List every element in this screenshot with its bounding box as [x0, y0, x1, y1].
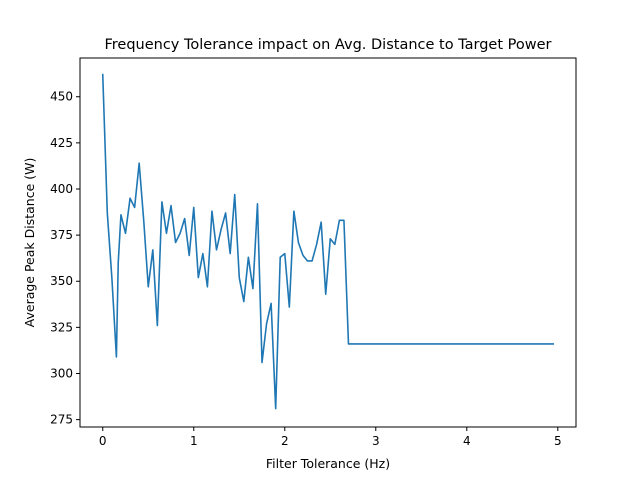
- x-tick-label: 4: [463, 434, 471, 448]
- y-tick-label: 425: [50, 136, 73, 150]
- x-tick-label: 0: [99, 434, 107, 448]
- data-point: [270, 303, 272, 305]
- data-point: [284, 253, 286, 255]
- data-point: [343, 220, 345, 222]
- data-point: [307, 260, 309, 262]
- x-tick-label: 1: [190, 434, 198, 448]
- y-tick-label: 300: [50, 366, 73, 380]
- x-tick-label: 3: [372, 434, 380, 448]
- data-point: [225, 212, 227, 214]
- y-axis-label: Average Peak Distance (W): [22, 158, 37, 328]
- data-point: [152, 249, 154, 251]
- data-point: [261, 362, 263, 364]
- data-point: [238, 277, 240, 279]
- data-point: [134, 207, 136, 209]
- data-point: [147, 286, 149, 288]
- y-tick-label: 400: [50, 182, 73, 196]
- data-point: [116, 356, 118, 358]
- data-point: [329, 238, 331, 240]
- y-tick-label: 325: [50, 320, 73, 334]
- data-point: [161, 201, 163, 203]
- data-point: [143, 220, 145, 222]
- data-point: [102, 74, 104, 76]
- data-point: [320, 221, 322, 223]
- axes-frame: [79, 57, 577, 428]
- data-point: [229, 253, 231, 255]
- data-point: [252, 288, 254, 290]
- data-point: [202, 253, 204, 255]
- x-tick-label: 2: [281, 434, 289, 448]
- data-point: [211, 210, 213, 212]
- data-point: [348, 343, 350, 345]
- data-point: [117, 262, 119, 264]
- data-point: [420, 343, 422, 345]
- data-point: [248, 256, 250, 258]
- data-point: [207, 286, 209, 288]
- x-tick-label: 5: [554, 434, 562, 448]
- data-point: [266, 323, 268, 325]
- data-point: [188, 255, 190, 257]
- data-point: [279, 256, 281, 258]
- data-point: [234, 194, 236, 196]
- data-point: [334, 244, 336, 246]
- y-tick-label: 375: [50, 228, 73, 242]
- data-point: [166, 232, 168, 234]
- data-point: [243, 301, 245, 303]
- data-point: [129, 197, 131, 199]
- data-point: [170, 205, 172, 207]
- data-point: [339, 220, 341, 222]
- data-point: [184, 218, 186, 220]
- tick-layer: 0 1 2 3 4 5 275 300 325 350 375 400 425 450: [50, 90, 562, 448]
- data-point: [466, 343, 468, 345]
- data-point: [111, 277, 113, 279]
- y-tick-label: 275: [50, 413, 73, 427]
- data-point: [193, 207, 195, 209]
- data-point: [289, 306, 291, 308]
- data-point: [157, 325, 159, 327]
- data-point: [325, 293, 327, 295]
- data-point: [220, 229, 222, 231]
- data-point: [138, 162, 140, 164]
- data-point: [552, 343, 554, 345]
- data-point: [120, 214, 122, 216]
- data-point: [216, 249, 218, 251]
- data-point: [311, 260, 313, 262]
- x-axis-label: Filter Tolerance (Hz): [266, 456, 390, 471]
- series-line: [101, 73, 555, 410]
- chart-title: Frequency Tolerance impact on Avg. Dista…: [104, 37, 551, 53]
- data-point: [293, 210, 295, 212]
- data-point: [316, 244, 318, 246]
- data-point: [198, 277, 200, 279]
- y-tick-label: 350: [50, 274, 73, 288]
- data-point: [298, 242, 300, 244]
- data-point: [175, 242, 177, 244]
- data-point: [257, 203, 259, 205]
- data-point: [107, 212, 109, 214]
- data-point: [375, 343, 377, 345]
- series-layer: [101, 73, 555, 410]
- y-tick-label: 450: [50, 90, 73, 104]
- data-point: [302, 255, 304, 257]
- data-point: [275, 408, 277, 410]
- data-point: [125, 232, 127, 234]
- data-point: [179, 232, 181, 234]
- data-point: [511, 343, 513, 345]
- plot-area: [80, 58, 576, 427]
